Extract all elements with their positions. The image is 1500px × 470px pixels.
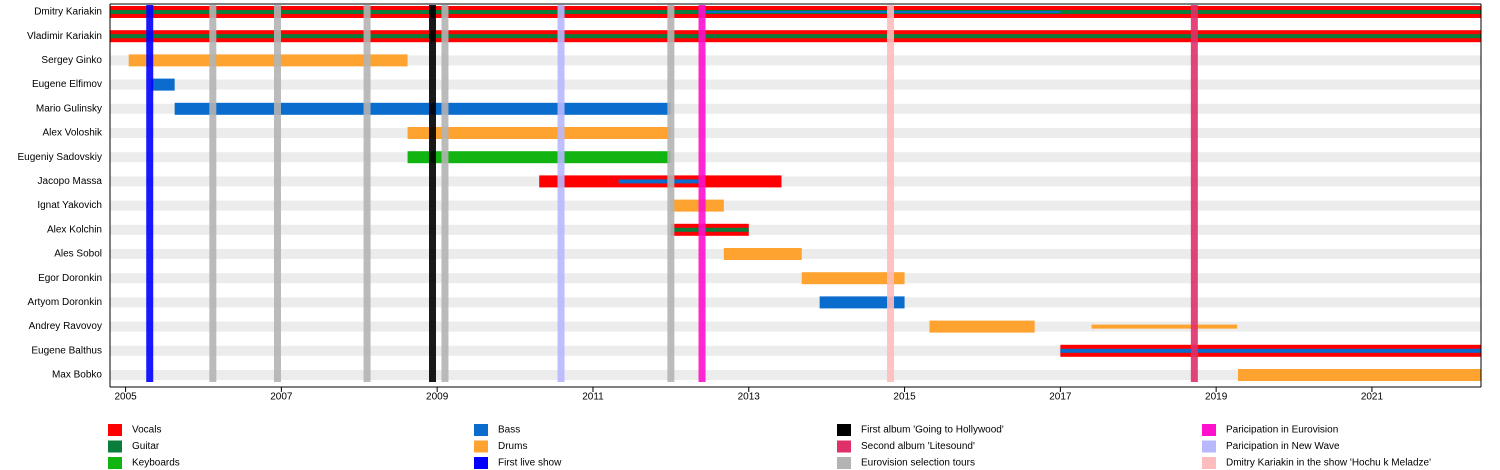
legend-swatch — [108, 457, 122, 469]
member-bar — [128, 54, 408, 67]
member-label: Mario Gulinsky — [36, 103, 102, 114]
legend-label: Paricipation in Eurovision — [1226, 425, 1338, 436]
legend-swatch — [108, 440, 122, 453]
row-stripe — [110, 128, 1481, 138]
legend-label: Drums — [498, 441, 527, 452]
row-stripe — [110, 345, 1481, 356]
member-label: Dmitry Kariakin — [34, 7, 102, 18]
member-bar — [407, 127, 671, 139]
x-tick-label: 2021 — [1361, 392, 1384, 403]
legend-label: First live show — [498, 458, 562, 469]
member-bar — [698, 11, 1061, 13]
member-bar — [1091, 324, 1238, 329]
legend-label: Dmitry Kariakin in the show 'Hochu k Mel… — [1226, 458, 1431, 469]
legend-label: Keyboards — [132, 458, 180, 469]
legend-label: Vocals — [132, 425, 161, 436]
member-bar — [110, 34, 1481, 39]
x-tick-label: 2009 — [426, 392, 449, 403]
legend-swatch — [1202, 424, 1216, 436]
member-label: Jacopo Massa — [38, 176, 103, 187]
row-stripe — [110, 297, 1481, 308]
event-line — [557, 5, 565, 382]
member-bar — [1237, 369, 1481, 381]
legend-label: First album 'Going to Hollywood' — [861, 425, 1004, 436]
member-label: Eugene Balthus — [31, 345, 102, 356]
row-stripe — [110, 273, 1481, 284]
x-tick-label: 2015 — [893, 392, 916, 403]
member-label: Eugeniy Sadovskiy — [18, 152, 103, 163]
legend-swatch — [474, 457, 488, 469]
member-label: Artyom Doronkin — [28, 297, 102, 308]
event-line — [273, 5, 281, 382]
row-stripe — [110, 79, 1481, 90]
member-bar — [151, 78, 175, 91]
legend-swatch — [837, 424, 851, 436]
legend-swatch — [474, 440, 488, 453]
row-stripe — [110, 55, 1481, 66]
legend-swatch — [837, 440, 851, 453]
member-bar — [618, 179, 699, 184]
member-label: Vladimir Kariakin — [27, 31, 102, 42]
event-line — [209, 5, 217, 382]
event-line — [698, 5, 706, 382]
member-label: Ignat Yakovich — [37, 200, 102, 211]
event-line — [887, 5, 895, 382]
legend-label: Bass — [498, 425, 520, 436]
legend-label: Second album 'Litesound' — [861, 441, 975, 452]
x-tick-label: 2007 — [270, 392, 293, 403]
member-label: Andrey Ravovoy — [29, 321, 102, 332]
event-line — [428, 5, 436, 382]
legend-label: Guitar — [132, 441, 160, 452]
row-stripe — [110, 370, 1481, 380]
member-label: Egor Doronkin — [38, 273, 102, 284]
row-stripe — [110, 321, 1481, 332]
x-tick-label: 2019 — [1205, 392, 1228, 403]
legend-swatch — [1202, 457, 1216, 469]
member-label: Sergey Ginko — [41, 55, 102, 66]
row-stripe — [110, 200, 1481, 211]
x-tick-label: 2011 — [582, 392, 604, 403]
member-bar — [407, 151, 671, 164]
x-tick-label: 2013 — [738, 392, 761, 403]
x-tick-label: 2005 — [114, 392, 137, 403]
member-bar — [723, 248, 802, 260]
member-label: Ales Sobol — [54, 249, 102, 260]
member-bar — [929, 320, 1035, 333]
row-stripe — [110, 176, 1481, 187]
legend-swatch — [474, 424, 488, 436]
legend-label: Eurovision selection tours — [861, 458, 975, 469]
x-tick-label: 2017 — [1049, 392, 1072, 403]
row-stripe — [110, 152, 1481, 163]
member-bar — [1060, 348, 1481, 353]
legend-swatch — [108, 424, 122, 436]
row-stripe — [110, 103, 1481, 114]
member-bar — [801, 272, 905, 285]
event-line — [146, 5, 154, 382]
member-bar — [174, 102, 671, 115]
event-line — [441, 5, 449, 382]
event-line — [667, 5, 675, 382]
member-label: Max Bobko — [52, 370, 102, 381]
legend-swatch — [837, 457, 851, 469]
event-line — [1190, 5, 1198, 382]
event-line — [363, 5, 371, 382]
legend-label: Paricipation in New Wave — [1226, 441, 1340, 452]
member-bar — [819, 296, 905, 309]
legend-swatch — [1202, 440, 1216, 453]
member-label: Alex Kolchin — [47, 224, 102, 235]
row-stripe — [110, 224, 1481, 235]
member-label: Alex Voloshik — [43, 128, 103, 139]
member-bar — [670, 199, 724, 212]
member-bar — [670, 227, 749, 232]
member-label: Eugene Elfimov — [32, 79, 102, 90]
